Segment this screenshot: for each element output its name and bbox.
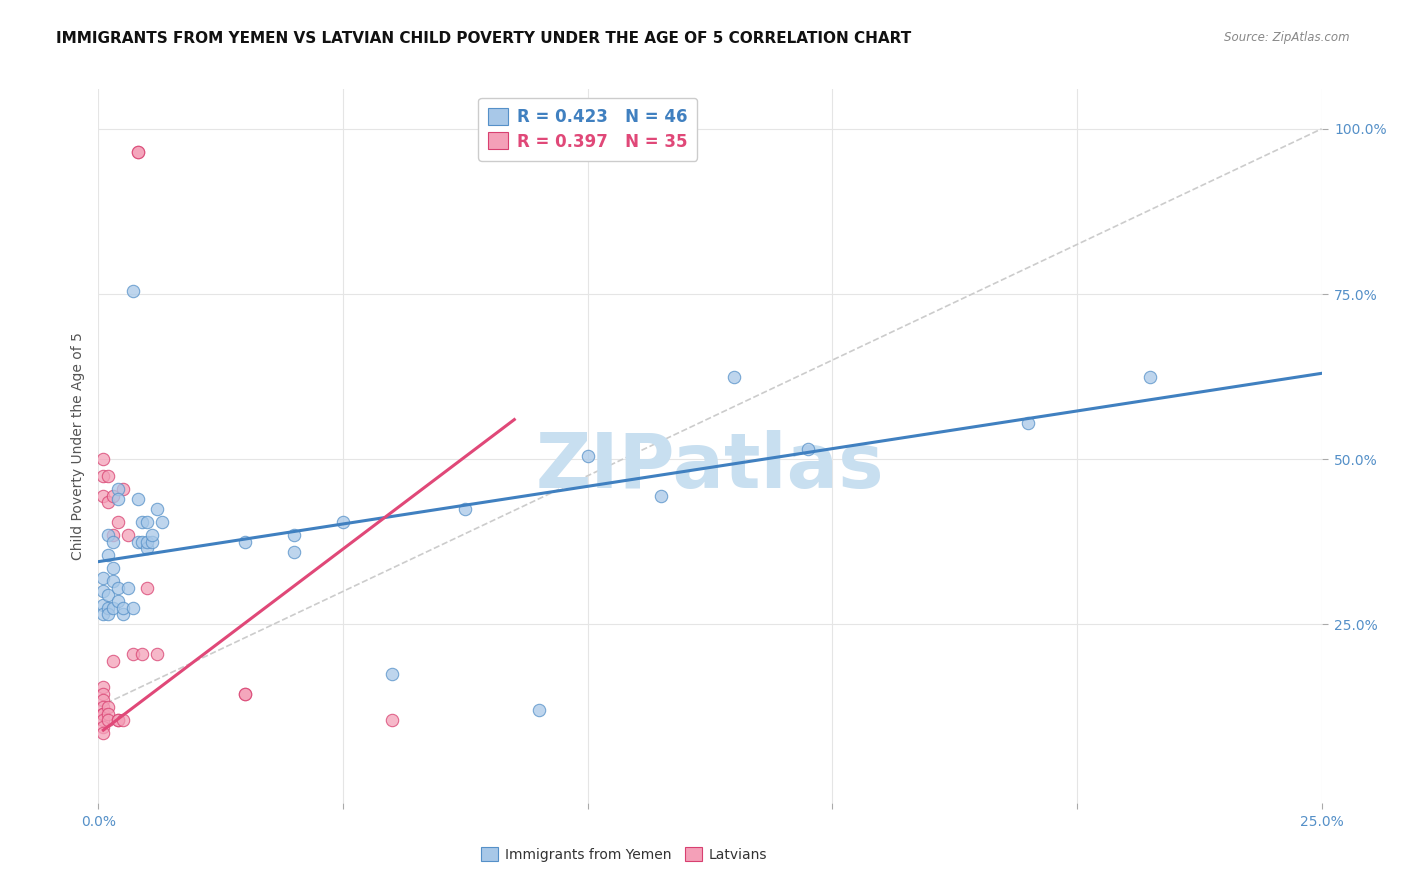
Point: [91, 713, 114, 727]
Point: [91, 680, 114, 694]
Point: [283, 545, 305, 559]
Point: [127, 145, 149, 159]
Point: [381, 713, 404, 727]
Point: [141, 528, 163, 542]
Point: [146, 647, 169, 661]
Point: [91, 598, 114, 612]
Point: [101, 600, 124, 615]
Point: [107, 713, 129, 727]
Point: [91, 687, 114, 701]
Point: [107, 713, 129, 727]
Point: [97, 548, 120, 562]
Point: [723, 369, 745, 384]
Point: [91, 706, 114, 721]
Point: [121, 600, 143, 615]
Point: [576, 449, 599, 463]
Point: [797, 442, 820, 457]
Point: [91, 706, 114, 721]
Point: [117, 581, 139, 595]
Point: [146, 501, 169, 516]
Point: [101, 561, 124, 575]
Point: [131, 515, 153, 529]
Point: [111, 482, 134, 496]
Point: [527, 703, 550, 717]
Text: IMMIGRANTS FROM YEMEN VS LATVIAN CHILD POVERTY UNDER THE AGE OF 5 CORRELATION CH: IMMIGRANTS FROM YEMEN VS LATVIAN CHILD P…: [56, 31, 911, 46]
Point: [101, 534, 124, 549]
Point: [454, 501, 477, 516]
Point: [97, 495, 120, 509]
Point: [381, 667, 404, 681]
Point: [136, 581, 159, 595]
Point: [97, 713, 120, 727]
Point: [141, 534, 163, 549]
Point: [91, 726, 114, 740]
Point: [91, 468, 114, 483]
Point: [127, 491, 149, 506]
Point: [97, 700, 120, 714]
Point: [136, 541, 159, 556]
Point: [121, 647, 143, 661]
Point: [91, 571, 114, 585]
Point: [283, 528, 305, 542]
Point: [91, 452, 114, 467]
Point: [101, 574, 124, 589]
Point: [111, 600, 134, 615]
Point: [107, 594, 129, 608]
Point: [150, 515, 173, 529]
Legend: Immigrants from Yemen, Latvians: Immigrants from Yemen, Latvians: [475, 841, 773, 867]
Point: [117, 528, 139, 542]
Point: [127, 145, 149, 159]
Y-axis label: Child Poverty Under the Age of 5: Child Poverty Under the Age of 5: [70, 332, 84, 560]
Point: [111, 713, 134, 727]
Text: ZIPatlas: ZIPatlas: [536, 431, 884, 504]
Point: [91, 720, 114, 734]
Point: [131, 534, 153, 549]
Point: [97, 528, 120, 542]
Point: [121, 284, 143, 298]
Point: [91, 607, 114, 622]
Point: [136, 515, 159, 529]
Point: [131, 647, 153, 661]
Point: [91, 584, 114, 599]
Point: [127, 534, 149, 549]
Point: [97, 706, 120, 721]
Point: [101, 528, 124, 542]
Point: [107, 515, 129, 529]
Text: Source: ZipAtlas.com: Source: ZipAtlas.com: [1225, 31, 1350, 45]
Point: [1017, 416, 1039, 430]
Point: [233, 687, 256, 701]
Point: [332, 515, 354, 529]
Point: [97, 600, 120, 615]
Point: [101, 489, 124, 503]
Point: [136, 534, 159, 549]
Point: [1139, 369, 1161, 384]
Point: [107, 482, 129, 496]
Point: [91, 700, 114, 714]
Point: [91, 693, 114, 707]
Point: [233, 687, 256, 701]
Point: [97, 588, 120, 602]
Point: [97, 468, 120, 483]
Point: [111, 607, 134, 622]
Point: [97, 607, 120, 622]
Point: [107, 491, 129, 506]
Point: [650, 489, 672, 503]
Point: [91, 489, 114, 503]
Point: [107, 581, 129, 595]
Point: [101, 654, 124, 668]
Point: [233, 534, 256, 549]
